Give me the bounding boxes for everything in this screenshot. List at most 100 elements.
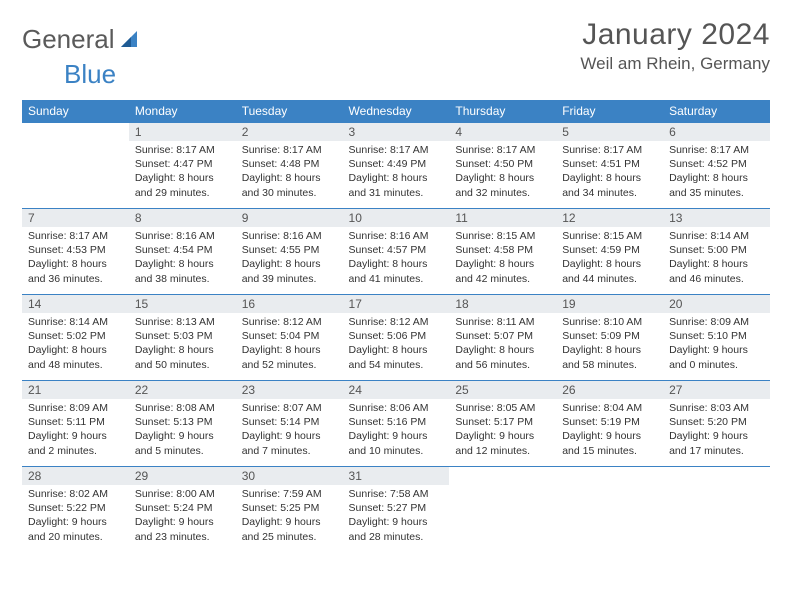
- day-number: 7: [22, 209, 129, 227]
- day-details: Sunrise: 8:16 AMSunset: 4:55 PMDaylight:…: [236, 227, 343, 290]
- day-number: 4: [449, 123, 556, 141]
- day-details: Sunrise: 8:17 AMSunset: 4:49 PMDaylight:…: [343, 141, 450, 204]
- day-details: Sunrise: 8:17 AMSunset: 4:50 PMDaylight:…: [449, 141, 556, 204]
- weekday-header: Friday: [556, 100, 663, 123]
- weekday-header: Wednesday: [343, 100, 450, 123]
- calendar-row: 28Sunrise: 8:02 AMSunset: 5:22 PMDayligh…: [22, 467, 770, 553]
- day-details: Sunrise: 8:12 AMSunset: 5:06 PMDaylight:…: [343, 313, 450, 376]
- day-number: 10: [343, 209, 450, 227]
- day-number: 19: [556, 295, 663, 313]
- calendar-body: 1Sunrise: 8:17 AMSunset: 4:47 PMDaylight…: [22, 123, 770, 553]
- day-number: 17: [343, 295, 450, 313]
- day-details: Sunrise: 8:02 AMSunset: 5:22 PMDaylight:…: [22, 485, 129, 548]
- day-number: 11: [449, 209, 556, 227]
- day-details: Sunrise: 8:14 AMSunset: 5:00 PMDaylight:…: [663, 227, 770, 290]
- day-details: Sunrise: 7:58 AMSunset: 5:27 PMDaylight:…: [343, 485, 450, 548]
- day-details: Sunrise: 8:15 AMSunset: 4:59 PMDaylight:…: [556, 227, 663, 290]
- day-details: Sunrise: 8:09 AMSunset: 5:10 PMDaylight:…: [663, 313, 770, 376]
- calendar-cell: [663, 467, 770, 553]
- day-details: Sunrise: 8:09 AMSunset: 5:11 PMDaylight:…: [22, 399, 129, 462]
- day-number: 27: [663, 381, 770, 399]
- calendar-cell: 3Sunrise: 8:17 AMSunset: 4:49 PMDaylight…: [343, 123, 450, 209]
- day-number: 21: [22, 381, 129, 399]
- day-details: Sunrise: 8:12 AMSunset: 5:04 PMDaylight:…: [236, 313, 343, 376]
- calendar-row: 21Sunrise: 8:09 AMSunset: 5:11 PMDayligh…: [22, 381, 770, 467]
- day-number: 24: [343, 381, 450, 399]
- location-label: Weil am Rhein, Germany: [580, 54, 770, 74]
- calendar-cell: 13Sunrise: 8:14 AMSunset: 5:00 PMDayligh…: [663, 209, 770, 295]
- day-details: Sunrise: 8:14 AMSunset: 5:02 PMDaylight:…: [22, 313, 129, 376]
- day-number: 25: [449, 381, 556, 399]
- calendar-cell: 14Sunrise: 8:14 AMSunset: 5:02 PMDayligh…: [22, 295, 129, 381]
- day-number: 20: [663, 295, 770, 313]
- calendar-cell: 28Sunrise: 8:02 AMSunset: 5:22 PMDayligh…: [22, 467, 129, 553]
- calendar-cell: 5Sunrise: 8:17 AMSunset: 4:51 PMDaylight…: [556, 123, 663, 209]
- calendar-cell: 27Sunrise: 8:03 AMSunset: 5:20 PMDayligh…: [663, 381, 770, 467]
- calendar-cell: [449, 467, 556, 553]
- calendar-cell: 17Sunrise: 8:12 AMSunset: 5:06 PMDayligh…: [343, 295, 450, 381]
- calendar-cell: 16Sunrise: 8:12 AMSunset: 5:04 PMDayligh…: [236, 295, 343, 381]
- calendar-cell: 24Sunrise: 8:06 AMSunset: 5:16 PMDayligh…: [343, 381, 450, 467]
- day-number: 15: [129, 295, 236, 313]
- day-number: 9: [236, 209, 343, 227]
- day-number: 6: [663, 123, 770, 141]
- day-details: Sunrise: 7:59 AMSunset: 5:25 PMDaylight:…: [236, 485, 343, 548]
- calendar-cell: 19Sunrise: 8:10 AMSunset: 5:09 PMDayligh…: [556, 295, 663, 381]
- weekday-header-row: Sunday Monday Tuesday Wednesday Thursday…: [22, 100, 770, 123]
- calendar-cell: [556, 467, 663, 553]
- day-details: Sunrise: 8:17 AMSunset: 4:51 PMDaylight:…: [556, 141, 663, 204]
- day-details: Sunrise: 8:03 AMSunset: 5:20 PMDaylight:…: [663, 399, 770, 462]
- weekday-header: Saturday: [663, 100, 770, 123]
- day-number: 12: [556, 209, 663, 227]
- calendar-cell: 20Sunrise: 8:09 AMSunset: 5:10 PMDayligh…: [663, 295, 770, 381]
- day-number: 16: [236, 295, 343, 313]
- calendar-row: 1Sunrise: 8:17 AMSunset: 4:47 PMDaylight…: [22, 123, 770, 209]
- calendar-cell: 15Sunrise: 8:13 AMSunset: 5:03 PMDayligh…: [129, 295, 236, 381]
- calendar-cell: 8Sunrise: 8:16 AMSunset: 4:54 PMDaylight…: [129, 209, 236, 295]
- calendar-cell: 12Sunrise: 8:15 AMSunset: 4:59 PMDayligh…: [556, 209, 663, 295]
- calendar-cell: 26Sunrise: 8:04 AMSunset: 5:19 PMDayligh…: [556, 381, 663, 467]
- calendar-cell: 2Sunrise: 8:17 AMSunset: 4:48 PMDaylight…: [236, 123, 343, 209]
- calendar-row: 14Sunrise: 8:14 AMSunset: 5:02 PMDayligh…: [22, 295, 770, 381]
- day-details: Sunrise: 8:04 AMSunset: 5:19 PMDaylight:…: [556, 399, 663, 462]
- day-number: 2: [236, 123, 343, 141]
- day-details: Sunrise: 8:16 AMSunset: 4:57 PMDaylight:…: [343, 227, 450, 290]
- calendar-cell: 6Sunrise: 8:17 AMSunset: 4:52 PMDaylight…: [663, 123, 770, 209]
- calendar-cell: 9Sunrise: 8:16 AMSunset: 4:55 PMDaylight…: [236, 209, 343, 295]
- calendar-cell: 18Sunrise: 8:11 AMSunset: 5:07 PMDayligh…: [449, 295, 556, 381]
- day-number: 26: [556, 381, 663, 399]
- day-number: 22: [129, 381, 236, 399]
- day-details: Sunrise: 8:16 AMSunset: 4:54 PMDaylight:…: [129, 227, 236, 290]
- weekday-header: Monday: [129, 100, 236, 123]
- day-number: 30: [236, 467, 343, 485]
- calendar-cell: 22Sunrise: 8:08 AMSunset: 5:13 PMDayligh…: [129, 381, 236, 467]
- day-details: Sunrise: 8:07 AMSunset: 5:14 PMDaylight:…: [236, 399, 343, 462]
- day-details: Sunrise: 8:17 AMSunset: 4:53 PMDaylight:…: [22, 227, 129, 290]
- calendar-cell: 4Sunrise: 8:17 AMSunset: 4:50 PMDaylight…: [449, 123, 556, 209]
- day-number: 8: [129, 209, 236, 227]
- day-details: Sunrise: 8:15 AMSunset: 4:58 PMDaylight:…: [449, 227, 556, 290]
- calendar-cell: 21Sunrise: 8:09 AMSunset: 5:11 PMDayligh…: [22, 381, 129, 467]
- day-details: Sunrise: 8:00 AMSunset: 5:24 PMDaylight:…: [129, 485, 236, 548]
- day-number: 23: [236, 381, 343, 399]
- day-number: 18: [449, 295, 556, 313]
- calendar-cell: 23Sunrise: 8:07 AMSunset: 5:14 PMDayligh…: [236, 381, 343, 467]
- day-details: Sunrise: 8:10 AMSunset: 5:09 PMDaylight:…: [556, 313, 663, 376]
- day-number: 3: [343, 123, 450, 141]
- title-block: January 2024 Weil am Rhein, Germany: [580, 18, 770, 74]
- weekday-header: Thursday: [449, 100, 556, 123]
- weekday-header: Tuesday: [236, 100, 343, 123]
- calendar-cell: 10Sunrise: 8:16 AMSunset: 4:57 PMDayligh…: [343, 209, 450, 295]
- day-number: 5: [556, 123, 663, 141]
- day-details: Sunrise: 8:17 AMSunset: 4:48 PMDaylight:…: [236, 141, 343, 204]
- calendar-cell: [22, 123, 129, 209]
- calendar-cell: 7Sunrise: 8:17 AMSunset: 4:53 PMDaylight…: [22, 209, 129, 295]
- day-details: Sunrise: 8:17 AMSunset: 4:47 PMDaylight:…: [129, 141, 236, 204]
- calendar-cell: 29Sunrise: 8:00 AMSunset: 5:24 PMDayligh…: [129, 467, 236, 553]
- weekday-header: Sunday: [22, 100, 129, 123]
- day-details: Sunrise: 8:17 AMSunset: 4:52 PMDaylight:…: [663, 141, 770, 204]
- calendar-cell: 31Sunrise: 7:58 AMSunset: 5:27 PMDayligh…: [343, 467, 450, 553]
- day-details: Sunrise: 8:08 AMSunset: 5:13 PMDaylight:…: [129, 399, 236, 462]
- day-number: 13: [663, 209, 770, 227]
- day-details: Sunrise: 8:05 AMSunset: 5:17 PMDaylight:…: [449, 399, 556, 462]
